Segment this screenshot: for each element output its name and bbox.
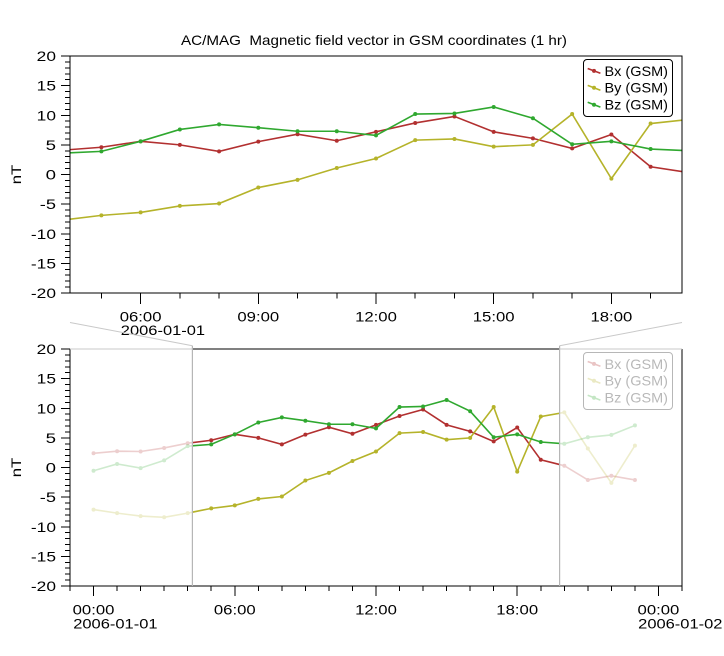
svg-text:nT: nT bbox=[8, 164, 24, 184]
svg-text:Bx (GSM): Bx (GSM) bbox=[605, 356, 669, 372]
svg-text:-20: -20 bbox=[31, 285, 56, 301]
svg-text:-5: -5 bbox=[40, 489, 56, 505]
svg-text:18:00: 18:00 bbox=[496, 602, 538, 618]
svg-text:Bz (GSM): Bz (GSM) bbox=[605, 97, 669, 113]
svg-text:Bz (GSM): Bz (GSM) bbox=[605, 390, 669, 406]
svg-text:-5: -5 bbox=[40, 196, 56, 212]
svg-text:-15: -15 bbox=[31, 548, 56, 564]
svg-text:00:00: 00:00 bbox=[638, 602, 680, 618]
svg-text:00:00: 00:00 bbox=[73, 602, 115, 618]
svg-text:12:00: 12:00 bbox=[355, 602, 397, 618]
svg-text:20: 20 bbox=[37, 341, 57, 357]
svg-text:10: 10 bbox=[37, 400, 57, 416]
svg-text:Bx (GSM): Bx (GSM) bbox=[605, 63, 669, 79]
svg-text:-15: -15 bbox=[31, 255, 56, 271]
svg-text:06:00: 06:00 bbox=[214, 602, 256, 618]
svg-text:-10: -10 bbox=[31, 519, 56, 535]
svg-text:-20: -20 bbox=[31, 578, 56, 594]
svg-text:2006-01-01: 2006-01-01 bbox=[73, 616, 158, 632]
svg-text:nT: nT bbox=[8, 457, 24, 477]
svg-text:06:00: 06:00 bbox=[120, 309, 162, 325]
svg-text:20: 20 bbox=[37, 48, 57, 64]
svg-text:09:00: 09:00 bbox=[237, 309, 279, 325]
svg-text:15: 15 bbox=[37, 78, 57, 94]
svg-text:5: 5 bbox=[46, 137, 57, 153]
svg-text:10: 10 bbox=[37, 107, 57, 123]
svg-text:AC/MAG Magnetic field vector: AC/MAG Magnetic field vector in GSM coor… bbox=[181, 32, 567, 48]
svg-text:2006-01-02: 2006-01-02 bbox=[638, 616, 723, 632]
svg-text:2006-01-01: 2006-01-01 bbox=[121, 322, 206, 338]
svg-text:0: 0 bbox=[46, 167, 57, 183]
svg-text:-10: -10 bbox=[31, 226, 56, 242]
svg-text:0: 0 bbox=[46, 460, 57, 476]
svg-text:5: 5 bbox=[46, 430, 57, 446]
svg-text:12:00: 12:00 bbox=[355, 309, 397, 325]
svg-text:By (GSM): By (GSM) bbox=[605, 373, 669, 389]
svg-text:15: 15 bbox=[37, 371, 57, 387]
svg-text:18:00: 18:00 bbox=[590, 309, 632, 325]
svg-text:15:00: 15:00 bbox=[473, 309, 515, 325]
svg-text:By (GSM): By (GSM) bbox=[605, 80, 669, 96]
